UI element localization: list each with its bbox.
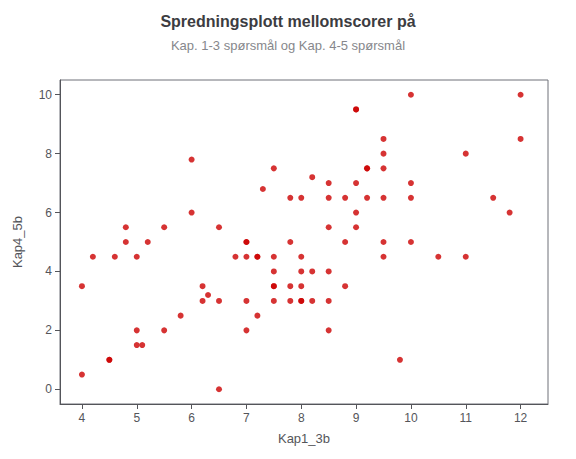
svg-text:7: 7 [243,411,250,425]
svg-text:Kap. 1-3 spørsmål og Kap. 4-5: Kap. 1-3 spørsmål og Kap. 4-5 spørsmål [171,38,405,53]
svg-text:0: 0 [45,382,52,396]
svg-text:12: 12 [514,411,528,425]
svg-text:11: 11 [460,411,473,425]
svg-text:5: 5 [133,411,140,425]
svg-text:Kap1_3b: Kap1_3b [278,431,330,446]
svg-text:6: 6 [188,411,195,425]
svg-text:Spredningsplott mellomscorer p: Spredningsplott mellomscorer på [160,13,415,30]
svg-text:8: 8 [45,147,52,161]
svg-text:6: 6 [45,206,52,220]
svg-text:8: 8 [298,411,305,425]
svg-text:10: 10 [404,411,418,425]
svg-text:9: 9 [353,411,360,425]
svg-text:4: 4 [79,411,86,425]
svg-text:2: 2 [45,323,52,337]
svg-text:10: 10 [39,88,53,102]
svg-text:Kap4_5b: Kap4_5b [10,216,25,268]
svg-text:4: 4 [45,264,52,278]
